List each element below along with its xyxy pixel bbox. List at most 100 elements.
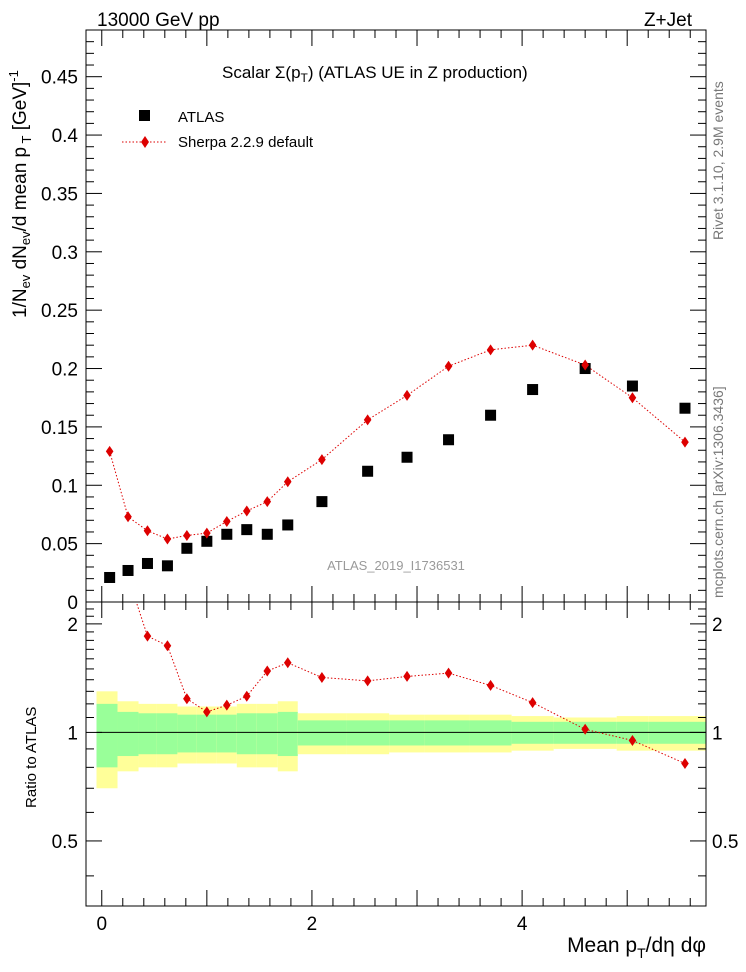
- atlas-data-point: [104, 571, 116, 583]
- sherpa-ratio-point: [163, 640, 172, 652]
- atlas-data-point: [626, 380, 638, 392]
- sherpa-data-point: [528, 339, 537, 351]
- sherpa-data-point: [203, 527, 211, 539]
- main-y-tick-label: 0: [67, 593, 78, 614]
- atlas-data-point: [241, 524, 253, 536]
- ratio-y-tick-label: 2: [67, 615, 78, 636]
- atlas-data-point: [282, 519, 294, 531]
- sherpa-data-point: [183, 529, 191, 541]
- legend-sherpa-label: Sherpa 2.2.9 default: [178, 134, 314, 151]
- sherpa-data-point: [143, 525, 152, 537]
- main-y-tick-label: 0.3: [52, 243, 78, 264]
- ratio-y-tick-label: 0.5: [52, 832, 78, 853]
- legend-sherpa-marker: [141, 136, 149, 148]
- sherpa-ratio-point: [403, 670, 411, 682]
- x-tick-label: 2: [307, 914, 318, 935]
- sherpa-ratio-point: [223, 699, 231, 711]
- ratio-y-tick-label-right: 2: [712, 615, 723, 636]
- atlas-data-point: [181, 542, 193, 554]
- atlas-data-point: [161, 560, 173, 572]
- sherpa-data-point: [163, 533, 172, 545]
- sherpa-ratio-point: [183, 693, 191, 705]
- main-y-tick-label: 0.4: [52, 126, 79, 147]
- main-y-tick-label: 0.1: [52, 476, 78, 497]
- atlas-data-point: [679, 402, 691, 414]
- ratio-y-tick-label: 1: [67, 723, 78, 744]
- main-y-tick-label: 0.15: [41, 418, 78, 439]
- sherpa-data-point: [263, 496, 272, 508]
- sherpa-data-point: [318, 454, 326, 466]
- main-y-tick-label: 0.35: [41, 184, 78, 205]
- ratio-y-tick-label-right: 0.5: [712, 832, 738, 853]
- sherpa-ratio-point: [263, 665, 272, 677]
- main-y-tick-label: 0.25: [41, 301, 78, 322]
- ratio-ylabel: Ratio to ATLAS: [23, 707, 40, 808]
- x-axis-label: Mean pT/dη dφ: [567, 934, 706, 961]
- x-tick-label: 4: [517, 914, 528, 935]
- main-y-tick-label: 0.45: [41, 68, 78, 89]
- ratio-band-green: [156, 713, 178, 755]
- ratio-band-green: [177, 714, 197, 753]
- ratio-band-green: [277, 711, 298, 757]
- sherpa-ratio-point: [363, 675, 372, 687]
- header-right: Z+Jet: [644, 10, 693, 31]
- atlas-data-point: [201, 535, 213, 547]
- sherpa-main-line: [109, 344, 686, 540]
- plot-title: Scalar Σ(pT) (ATLAS UE in Z production): [222, 63, 528, 85]
- atlas-data-point: [221, 528, 233, 540]
- atlas-data-point: [401, 451, 413, 463]
- sherpa-data-point: [105, 445, 114, 457]
- sherpa-data-point: [581, 359, 589, 371]
- atlas-data-point: [362, 465, 374, 477]
- atlas-data-point: [443, 434, 455, 446]
- main-y-tick-label: 0.2: [52, 360, 78, 381]
- mcplots-info-text: mcplots.cern.ch [arXiv:1306.3436]: [710, 386, 726, 598]
- legend-atlas-label: ATLAS: [178, 109, 224, 126]
- sherpa-ratio-point: [143, 630, 152, 642]
- sherpa-data-point: [444, 360, 453, 372]
- analysis-watermark: ATLAS_2019_I1736531: [327, 558, 465, 573]
- ratio-band-green: [196, 714, 217, 753]
- ratio-band-green: [469, 720, 512, 746]
- atlas-data-point: [485, 409, 497, 421]
- x-tick-label: 0: [96, 914, 107, 935]
- ratio-band-green: [96, 703, 118, 768]
- atlas-data-point: [122, 564, 134, 576]
- header-left: 13000 GeV pp: [97, 10, 220, 31]
- ratio-band-green: [256, 713, 278, 755]
- sherpa-data-point: [628, 392, 637, 404]
- ratio-band-green: [138, 713, 157, 755]
- ratio-band-green: [389, 720, 425, 746]
- ratio-band-green: [236, 713, 257, 755]
- sherpa-data-point: [363, 414, 372, 426]
- ratio-band-green: [216, 714, 237, 753]
- ratio-band-green: [117, 711, 139, 757]
- sherpa-ratio-point: [486, 679, 495, 691]
- sherpa-ratio-point: [528, 697, 537, 709]
- sherpa-ratio-point: [242, 690, 251, 702]
- sherpa-data-point: [223, 515, 231, 527]
- ratio-band-green: [424, 720, 470, 746]
- ratio-series-group: [135, 602, 689, 769]
- sherpa-ratio-point: [581, 723, 589, 735]
- sherpa-ratio-point: [628, 734, 637, 746]
- atlas-data-point: [261, 528, 273, 540]
- sherpa-data-point: [283, 476, 292, 488]
- sherpa-ratio-point: [318, 672, 326, 684]
- sherpa-data-point: [124, 511, 132, 523]
- sherpa-data-point: [681, 436, 689, 448]
- sherpa-ratio-point: [283, 657, 292, 669]
- sherpa-data-point: [486, 344, 495, 356]
- ratio-band-green: [346, 720, 390, 746]
- ratio-band-green: [297, 720, 347, 746]
- atlas-data-point: [316, 496, 328, 508]
- sherpa-ratio-point: [681, 757, 689, 769]
- legend-atlas-marker: [139, 110, 150, 121]
- sherpa-ratio-point: [444, 667, 453, 679]
- sherpa-data-point: [242, 505, 251, 517]
- main-y-tick-label: 0.05: [41, 535, 78, 556]
- ratio-y-tick-label-right: 1: [712, 723, 723, 744]
- sherpa-ratio-point: [203, 706, 211, 718]
- atlas-data-point: [527, 384, 539, 396]
